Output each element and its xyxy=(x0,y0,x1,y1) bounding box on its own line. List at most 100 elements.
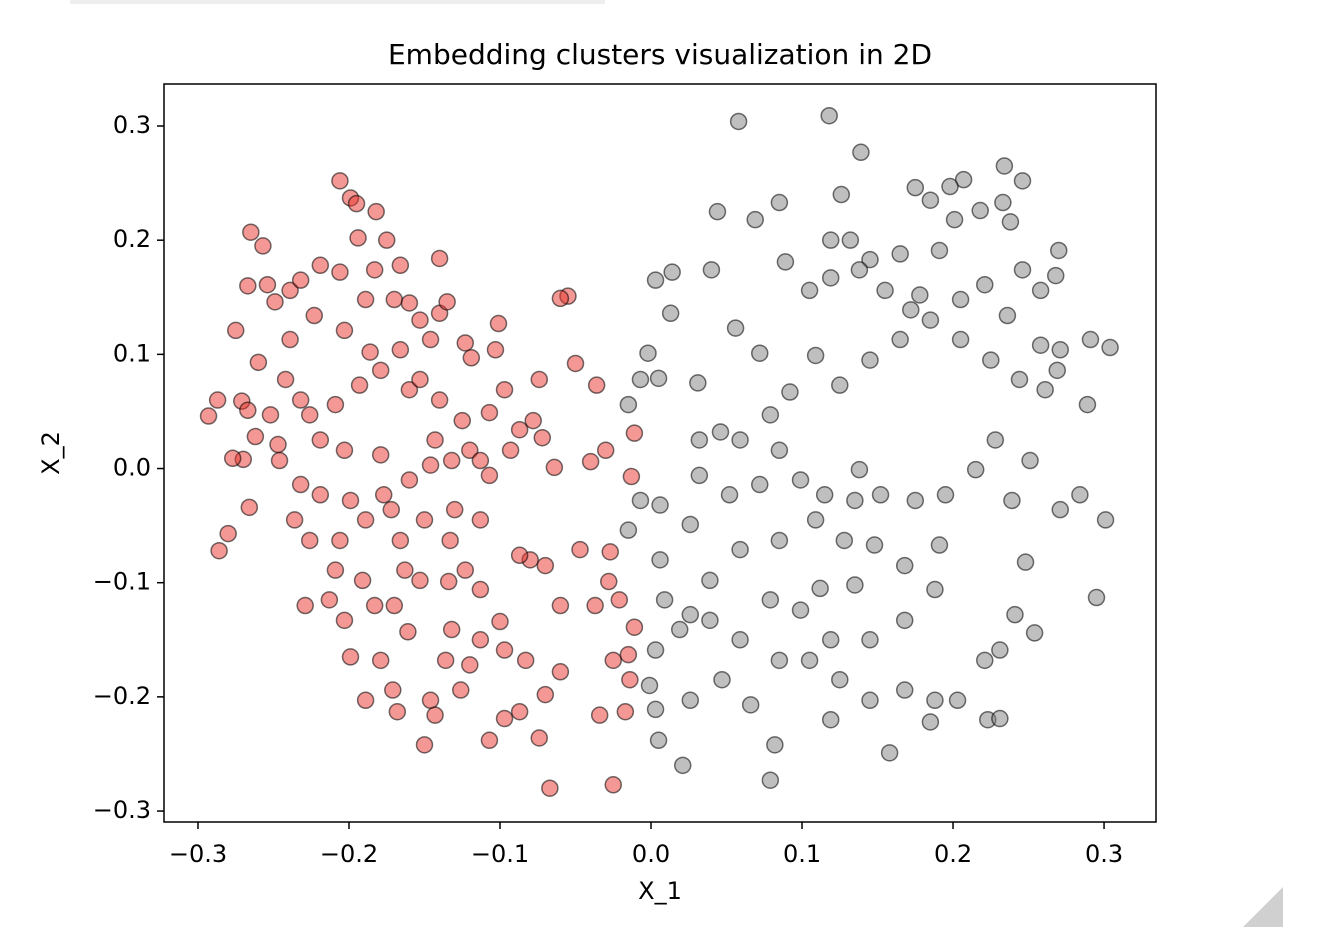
scatter-point xyxy=(841,231,860,249)
scatter-point xyxy=(536,556,555,575)
scatter-point xyxy=(480,466,499,485)
scatter-point xyxy=(300,406,319,424)
scatter-point xyxy=(891,245,909,263)
scatter-point xyxy=(625,618,644,636)
scatter-point xyxy=(210,541,228,560)
scatter-point xyxy=(681,605,700,624)
scatter-point xyxy=(639,344,657,362)
scatter-point xyxy=(291,475,310,494)
scatter-point xyxy=(536,685,555,704)
scatter-point xyxy=(954,170,973,189)
scatter-point xyxy=(320,591,339,609)
scatter-point xyxy=(356,511,375,529)
scatter-point xyxy=(713,670,731,689)
scatter-point xyxy=(439,572,458,591)
scatter-point xyxy=(587,376,606,394)
scatter-point xyxy=(708,202,727,221)
scatter-point xyxy=(436,651,455,670)
scatter-point xyxy=(681,515,700,534)
scatter-point xyxy=(441,531,459,550)
scatter-point xyxy=(1010,370,1029,389)
scatter-point xyxy=(1036,380,1054,399)
scatter-point xyxy=(365,596,384,615)
scatter-point xyxy=(891,330,909,349)
scatter-point xyxy=(646,700,665,719)
y-tick-label: 0.0 xyxy=(113,454,151,482)
scatter-point xyxy=(726,319,745,337)
scatter-point xyxy=(246,427,265,446)
scatter-point xyxy=(746,210,764,229)
scatter-point xyxy=(876,281,894,300)
y-tick-label: 0.2 xyxy=(113,225,151,253)
plot-frame xyxy=(163,83,1157,823)
scatter-point xyxy=(991,641,1009,659)
scatter-point xyxy=(530,370,549,389)
scatter-point xyxy=(300,531,319,550)
x-tick-label: 0.1 xyxy=(783,840,821,868)
scatter-point xyxy=(850,460,869,479)
scatter-point xyxy=(1021,451,1039,470)
scatter-point xyxy=(720,486,739,504)
scatter-point xyxy=(761,591,780,609)
scatter-point xyxy=(242,223,260,241)
scatter-point xyxy=(601,543,619,561)
scatter-point xyxy=(331,263,349,281)
scatter-point xyxy=(530,729,549,747)
scatter-point xyxy=(399,623,417,641)
y-tick-label: −0.2 xyxy=(93,682,151,710)
y-axis-label: X_2 xyxy=(37,431,65,475)
scatter-point xyxy=(911,286,929,304)
scatter-point xyxy=(239,401,257,420)
scatter-point xyxy=(832,185,851,204)
scatter-point xyxy=(619,521,638,539)
scatter-point xyxy=(226,321,245,340)
scatter-point xyxy=(291,391,310,409)
scatter-point xyxy=(270,451,289,470)
scatter-point xyxy=(670,620,689,639)
x-tick-label: 0.0 xyxy=(632,840,670,868)
scatter-point xyxy=(442,620,461,639)
scatter-point xyxy=(456,334,475,352)
scatter-point xyxy=(276,370,295,389)
scatter-point xyxy=(311,256,330,275)
scatter-point xyxy=(621,670,639,689)
scatter-point xyxy=(551,289,570,308)
scatter-point xyxy=(1025,624,1044,642)
scatter-point xyxy=(223,449,242,468)
scatter-point xyxy=(865,536,884,554)
scatter-point xyxy=(766,736,784,754)
scatter-point xyxy=(596,441,615,460)
scatter-point xyxy=(770,651,789,670)
scatter-point xyxy=(690,466,709,485)
scatter-point xyxy=(291,271,310,289)
scatter-point xyxy=(400,471,419,489)
scatter-point xyxy=(281,281,299,300)
scatter-point xyxy=(388,702,407,721)
scatter-point xyxy=(541,779,559,797)
scatter-point xyxy=(770,531,789,550)
scatter-point xyxy=(625,424,644,442)
scatter-point xyxy=(770,193,789,212)
scatter-point xyxy=(948,691,967,710)
scatter-point xyxy=(1081,330,1100,349)
scatter-point xyxy=(199,407,218,425)
scatter-point xyxy=(489,314,508,333)
scatter-point xyxy=(462,349,481,367)
scatter-point xyxy=(651,496,669,514)
scatter-point xyxy=(1046,266,1065,285)
scatter-point xyxy=(998,306,1017,325)
resize-handle[interactable] xyxy=(1243,887,1283,927)
scatter-point xyxy=(941,177,959,196)
scatter-point xyxy=(689,374,707,392)
plot-area xyxy=(199,106,1119,797)
scatter-point xyxy=(701,571,719,590)
scatter-point xyxy=(331,531,349,550)
scatter-point xyxy=(411,311,429,329)
y-tick-label: −0.3 xyxy=(93,796,151,824)
scatter-point xyxy=(1031,336,1050,354)
scatter-point xyxy=(655,591,674,609)
scatter-point xyxy=(430,391,449,409)
scatter-point xyxy=(491,612,509,631)
scatter-point xyxy=(335,321,354,340)
scatter-point xyxy=(646,641,665,659)
